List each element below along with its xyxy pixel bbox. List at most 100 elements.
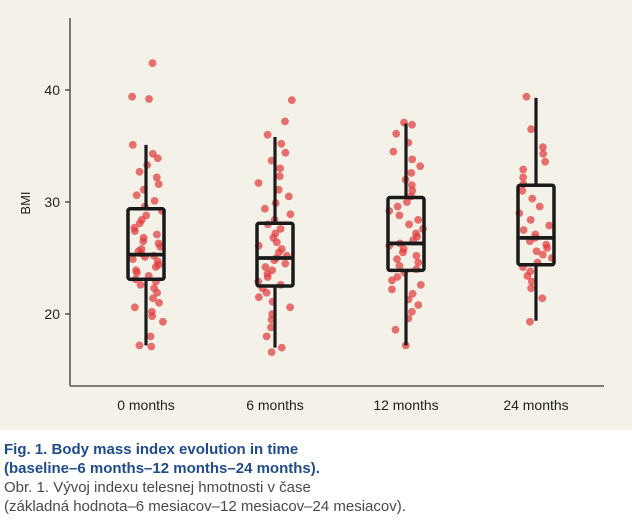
data-point-1-15 xyxy=(268,266,277,275)
data-point-3-24 xyxy=(519,173,527,182)
data-point-1-35 xyxy=(254,179,263,187)
data-point-2-40 xyxy=(392,129,401,138)
data-point-3-1 xyxy=(538,294,547,303)
data-point-1-22 xyxy=(277,245,286,253)
data-point-0-38 xyxy=(150,197,159,205)
iqr-box-1 xyxy=(255,221,295,288)
data-point-1-8 xyxy=(254,293,263,302)
data-point-1-30 xyxy=(286,210,295,219)
data-point-2-38 xyxy=(389,147,398,156)
data-point-0-49 xyxy=(128,92,137,101)
data-point-2-16 xyxy=(412,251,421,260)
data-point-2-13 xyxy=(395,261,404,270)
iqr-box-3 xyxy=(516,183,556,267)
data-point-2-35 xyxy=(407,169,416,177)
data-point-0-48 xyxy=(145,95,153,103)
data-point-2-37 xyxy=(408,155,417,164)
data-point-0-39 xyxy=(132,191,141,200)
data-point-1-42 xyxy=(281,117,289,126)
data-point-2-18 xyxy=(399,245,408,253)
data-point-2-6 xyxy=(408,289,417,298)
data-point-1-27 xyxy=(276,225,285,233)
data-point-3-17 xyxy=(545,221,554,230)
data-point-2-4 xyxy=(414,301,423,309)
data-point-2-36 xyxy=(416,162,425,171)
data-point-3-18 xyxy=(526,216,535,224)
y-tick-label-20: 20 xyxy=(44,306,60,322)
data-point-2-23 xyxy=(412,229,420,238)
data-point-0-2 xyxy=(146,332,155,341)
data-point-2-8 xyxy=(416,281,425,289)
data-point-1-34 xyxy=(274,185,283,194)
data-point-3-3 xyxy=(527,277,536,286)
data-point-2-25 xyxy=(405,220,413,229)
data-point-2-27 xyxy=(395,211,404,220)
data-point-2-1 xyxy=(391,325,400,334)
data-point-1-2 xyxy=(262,332,271,341)
data-point-1-6 xyxy=(286,303,294,312)
x-tick-label-3: 24 months xyxy=(503,397,568,413)
data-point-3-16 xyxy=(519,226,528,234)
data-point-0-25 xyxy=(137,245,146,253)
y-ticks: 20 30 40 xyxy=(44,82,70,322)
x-tick-labels: 0 months 6 months 12 months 24 months xyxy=(117,397,568,413)
data-point-2-30 xyxy=(403,198,411,206)
caption-slovak-line-2: (základná hodnota–6 mesiacov–12 mesiacov… xyxy=(4,498,406,515)
data-point-3-5 xyxy=(526,267,535,276)
data-points xyxy=(128,59,556,356)
data-point-0-46 xyxy=(148,149,157,158)
bmi-box-plot: BMI 20 30 40 0 months 6 months 12 months 24 m… xyxy=(18,18,604,413)
data-point-1-17 xyxy=(281,259,290,268)
data-point-1-0 xyxy=(267,348,276,356)
data-point-1-16 xyxy=(261,263,270,271)
data-point-0-35 xyxy=(142,211,151,220)
data-point-1-33 xyxy=(284,192,293,201)
data-point-2-15 xyxy=(393,255,401,263)
data-point-2-32 xyxy=(408,186,417,195)
data-point-1-26 xyxy=(271,229,280,238)
data-point-2-33 xyxy=(407,181,416,190)
data-point-3-27 xyxy=(539,149,548,158)
data-point-3-29 xyxy=(527,125,535,134)
y-axis-label: BMI xyxy=(18,191,33,214)
data-point-2-29 xyxy=(393,202,402,211)
data-point-0-7 xyxy=(155,298,163,307)
data-point-3-25 xyxy=(519,165,528,174)
data-point-3-28 xyxy=(539,143,547,152)
figure-caption: Fig. 1. Body mass index evolution in tim… xyxy=(0,440,632,516)
data-point-0-6 xyxy=(131,303,139,312)
data-point-3-10 xyxy=(532,247,541,256)
data-point-1-39 xyxy=(281,148,290,157)
box-elements xyxy=(126,97,556,348)
data-point-1-3 xyxy=(267,323,275,332)
data-point-0-16 xyxy=(132,266,141,275)
data-point-0-5 xyxy=(148,307,156,316)
data-point-0-29 xyxy=(139,233,148,242)
data-point-2-3 xyxy=(408,307,416,316)
data-point-2-0 xyxy=(401,341,410,350)
data-point-2-10 xyxy=(393,273,402,281)
data-point-0-41 xyxy=(154,180,163,189)
data-point-0-45 xyxy=(153,154,162,163)
data-point-3-9 xyxy=(538,250,547,259)
data-point-3-30 xyxy=(522,92,531,101)
y-tick-label-30: 30 xyxy=(44,194,60,210)
caption-slovak-line-1: Obr. 1. Vývoj indexu telesnej hmotnosti … xyxy=(4,479,311,496)
data-point-0-32 xyxy=(130,223,139,232)
data-point-3-20 xyxy=(535,202,544,211)
data-point-0-42 xyxy=(152,173,161,182)
x-tick-label-2: 12 months xyxy=(373,397,438,413)
data-point-1-37 xyxy=(276,164,284,173)
data-point-0-20 xyxy=(128,255,137,263)
y-tick-label-40: 40 xyxy=(44,82,60,98)
data-point-0-30 xyxy=(153,230,161,239)
data-point-3-0 xyxy=(526,317,534,326)
x-tick-label-1: 6 months xyxy=(246,397,304,413)
data-point-1-40 xyxy=(277,139,286,148)
data-point-0-47 xyxy=(128,141,137,149)
data-point-0-1 xyxy=(135,341,144,350)
data-point-0-27 xyxy=(154,239,163,248)
data-point-2-14 xyxy=(414,258,423,267)
data-point-0-11 xyxy=(136,281,145,289)
data-point-1-1 xyxy=(277,343,286,352)
